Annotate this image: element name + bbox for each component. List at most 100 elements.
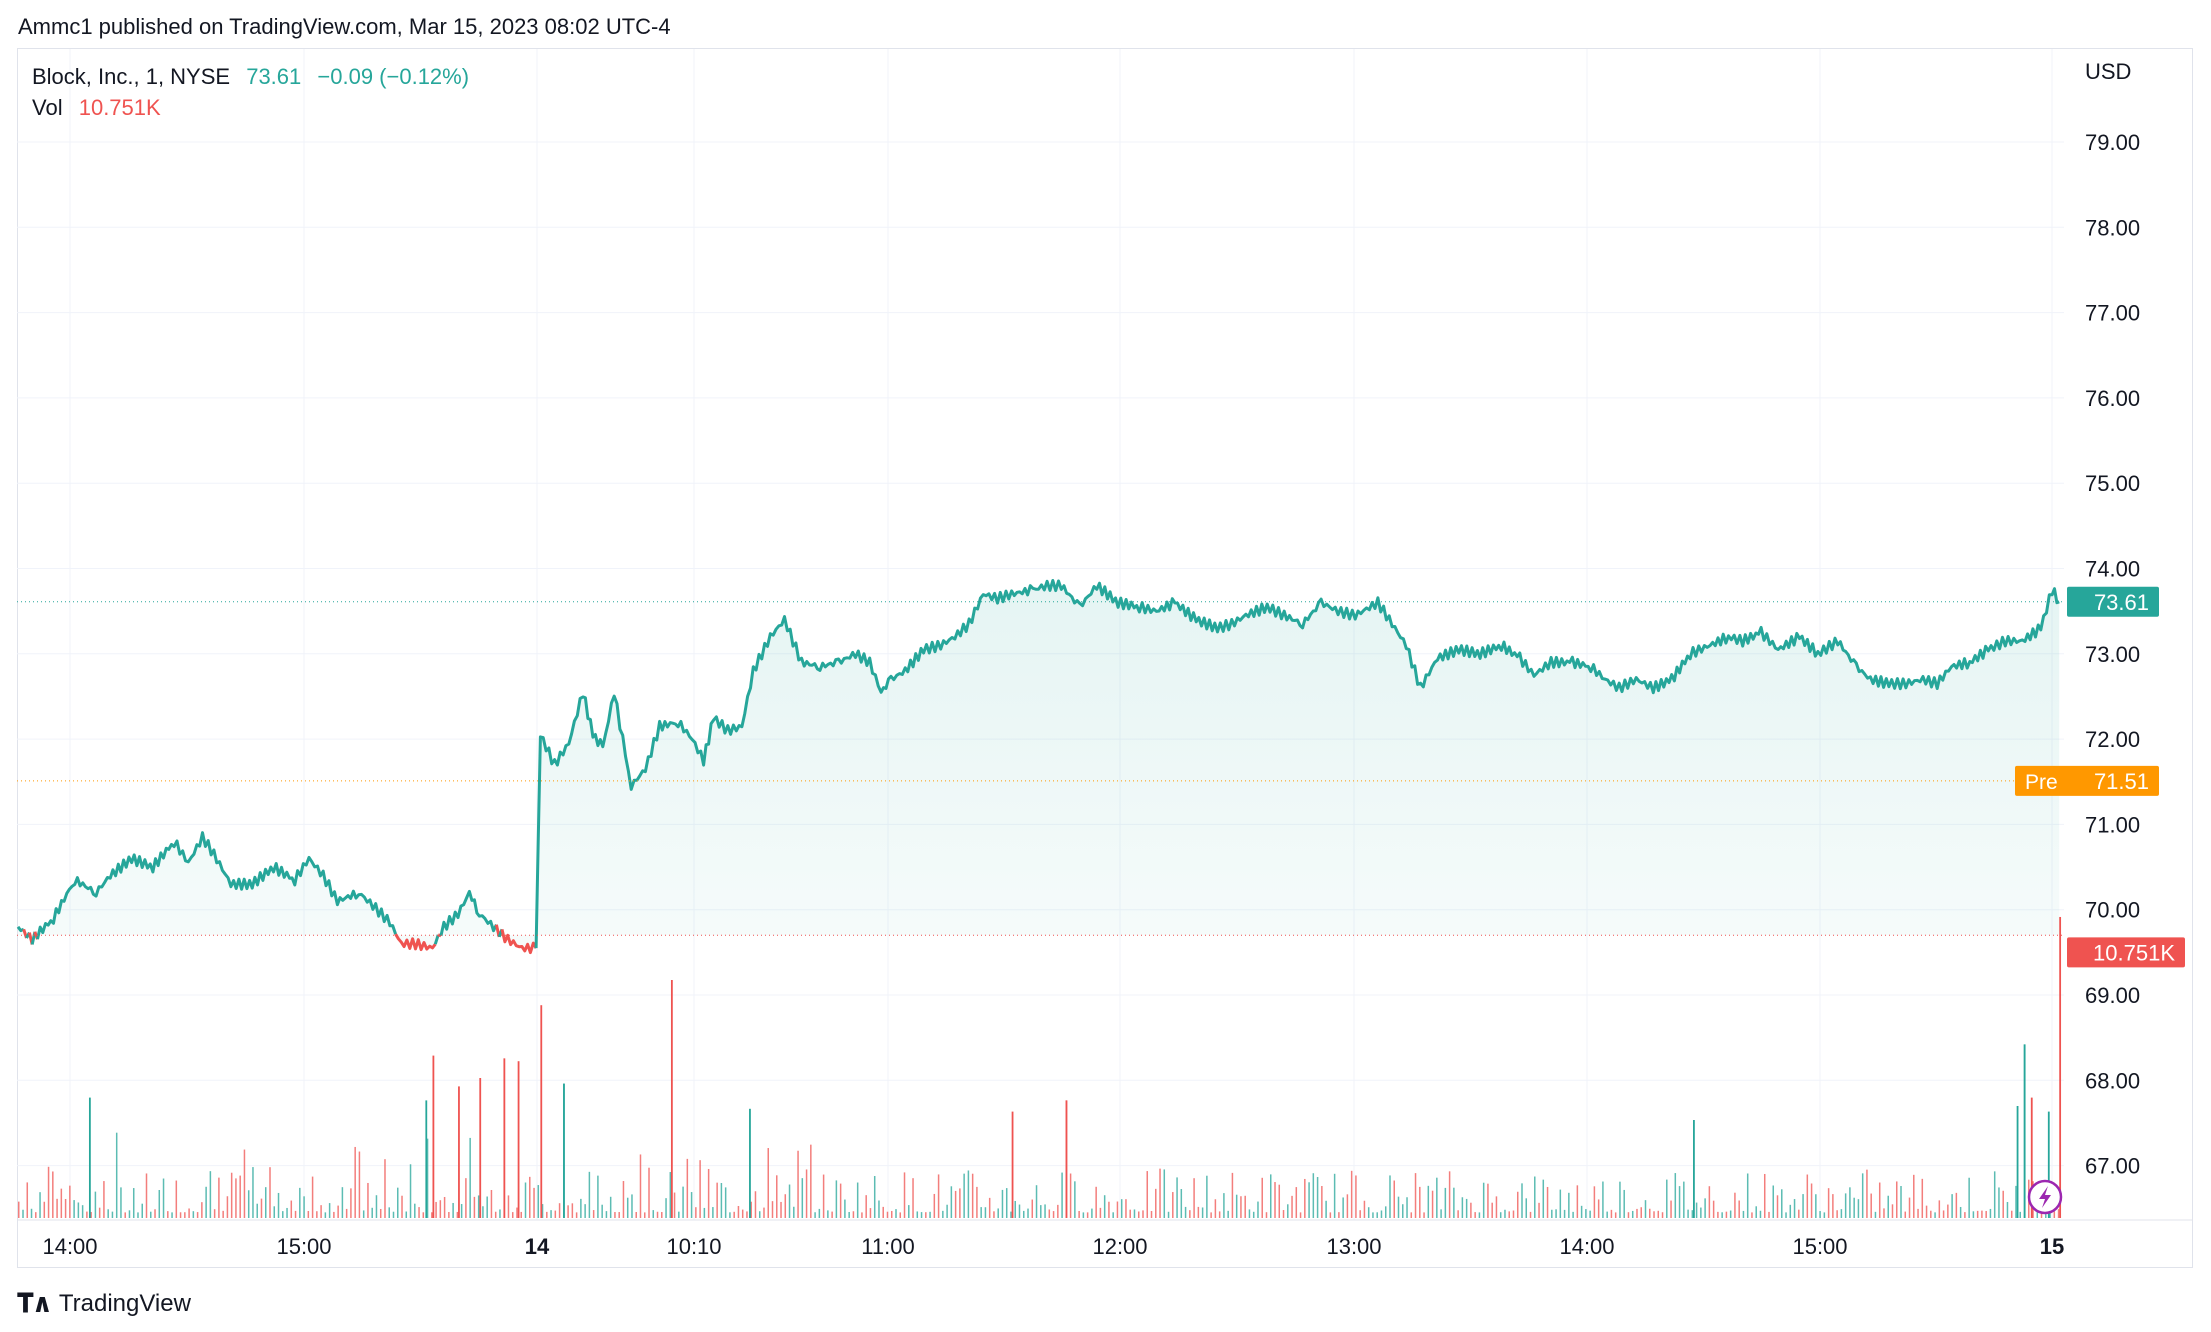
volume-bar	[1614, 1212, 1617, 1218]
volume-bar	[1951, 1194, 1953, 1218]
volume-bar	[239, 1175, 241, 1218]
volume-bar	[1444, 1187, 1447, 1218]
volume-bar	[2019, 1211, 2021, 1218]
time-tick-label: 12:00	[1092, 1234, 1147, 1259]
volume-bar	[1316, 1177, 1319, 1218]
volume-bar	[801, 1178, 804, 1218]
volume-bar	[1078, 1210, 1080, 1218]
volume-bar	[192, 1211, 195, 1218]
volume-bar	[1329, 1212, 1332, 1218]
volume-bar	[1189, 1210, 1191, 1218]
volume-bar	[622, 1181, 625, 1218]
volume-bar	[1712, 1200, 1715, 1218]
volume-bar	[1870, 1193, 1872, 1218]
volume-bar	[2040, 1212, 2043, 1218]
volume-bar	[1397, 1196, 1400, 1218]
volume-bar	[1376, 1212, 1378, 1218]
volume-bar	[695, 1207, 697, 1218]
volume-bar	[984, 1207, 987, 1218]
volume-bar	[141, 1203, 143, 1218]
volume-bar	[1849, 1187, 1851, 1218]
volume-bar	[1776, 1195, 1779, 1218]
volume-bar	[247, 1190, 250, 1218]
volume-bar	[1146, 1171, 1149, 1218]
volume-spike	[2059, 916, 2062, 1218]
volume-spike	[563, 1083, 565, 1218]
volume-bar	[98, 1207, 101, 1218]
volume-bar	[831, 1211, 833, 1218]
volume-bar	[1184, 1206, 1187, 1218]
volume-bar	[639, 1154, 642, 1218]
volume-bar	[1431, 1190, 1434, 1218]
volume-bar	[477, 1195, 480, 1218]
volume-bar	[175, 1180, 178, 1218]
volume-bar	[878, 1200, 880, 1218]
volume-bar	[1785, 1212, 1787, 1218]
volume-bar	[418, 1207, 420, 1218]
volume-bar	[746, 1211, 748, 1218]
volume-bar	[1308, 1182, 1310, 1218]
volume-bar	[39, 1192, 41, 1218]
volume-bar	[1282, 1210, 1285, 1218]
volume-bar	[345, 1208, 348, 1218]
volume-bar	[1815, 1194, 1817, 1218]
volume-bar	[1534, 1176, 1536, 1218]
volume-bar	[1763, 1173, 1766, 1218]
volume-bar	[959, 1188, 961, 1218]
time-tick-label: 15:00	[1792, 1234, 1847, 1259]
volume-bar	[1321, 1186, 1323, 1218]
volume-bar	[260, 1198, 263, 1218]
volume-bar	[1525, 1198, 1528, 1218]
premarket-badge-value: 71.51	[2094, 769, 2149, 794]
volume-bar	[1959, 1206, 1962, 1218]
volume-bar	[1172, 1192, 1174, 1218]
volume-bar	[1734, 1192, 1736, 1218]
volume-label[interactable]: Vol	[32, 95, 63, 120]
volume-bar	[810, 1144, 812, 1218]
volume-bar	[1981, 1210, 1983, 1218]
volume-bar	[967, 1170, 970, 1218]
tradingview-logo[interactable]: 𝐓∧ TradingView	[17, 1288, 191, 1320]
volume-bar	[682, 1186, 684, 1218]
symbol-name[interactable]: Block, Inc., 1, NYSE	[32, 64, 231, 89]
volume-bar	[741, 1209, 744, 1218]
volume-bar	[1359, 1210, 1361, 1218]
volume-bar	[533, 1187, 535, 1218]
volume-bar	[1700, 1207, 1702, 1218]
volume-bar	[128, 1210, 131, 1218]
volume-bar	[1802, 1194, 1804, 1218]
volume-bar	[1993, 1171, 1996, 1218]
volume-spike	[749, 1108, 751, 1218]
brand-name: TradingView	[58, 1290, 191, 1317]
volume-bar	[937, 1174, 940, 1218]
volume-bar	[162, 1178, 165, 1218]
price-tick-label: 67.00	[2085, 1154, 2140, 1179]
volume-bar	[1781, 1189, 1783, 1218]
volume-bar	[1768, 1211, 1770, 1218]
volume-bar	[384, 1159, 386, 1218]
volume-bar	[763, 1207, 765, 1218]
volume-bar	[856, 1182, 859, 1218]
volume-bar	[435, 1201, 437, 1218]
volume-bar	[426, 1138, 429, 1218]
volume-bar	[529, 1176, 531, 1218]
last-price-badge-bg	[2067, 586, 2159, 617]
volume-bar	[1265, 1212, 1268, 1218]
volume-bar	[124, 1212, 126, 1218]
lightning-icon[interactable]	[2027, 1179, 2063, 1215]
volume-bar	[1691, 1210, 1694, 1218]
volume-bar	[899, 1212, 902, 1218]
volume-bar	[1895, 1181, 1898, 1218]
volume-bar	[716, 1182, 718, 1218]
volume-bar	[1099, 1207, 1102, 1218]
volume-bar	[592, 1210, 595, 1218]
volume-bar	[1666, 1179, 1668, 1218]
volume-bar	[56, 1198, 58, 1218]
volume-bar	[362, 1210, 365, 1218]
volume-bar	[1001, 1189, 1004, 1218]
volume-bar	[1504, 1209, 1506, 1218]
volume-bar	[1640, 1207, 1642, 1218]
volume-bar	[179, 1212, 182, 1218]
volume-bar	[997, 1208, 999, 1218]
